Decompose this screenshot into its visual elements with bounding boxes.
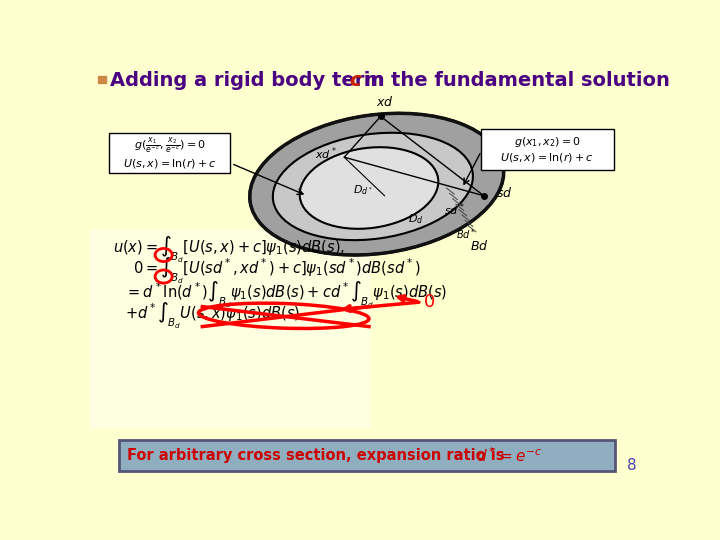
Text: 8: 8 xyxy=(626,458,636,473)
Ellipse shape xyxy=(300,147,438,229)
Text: $sd^*$: $sd^*$ xyxy=(444,201,465,218)
Text: $u(x) = \int_{B_d}[U(s,x)+c]\psi_1(s)dB(s),$: $u(x) = \int_{B_d}[U(s,x)+c]\psi_1(s)dB(… xyxy=(113,234,346,265)
Ellipse shape xyxy=(273,133,473,240)
Text: $sd$: $sd$ xyxy=(496,186,513,200)
Text: $+ d^*\int_{B_d} U(s,x)\psi_1(s)dB(s)$: $+ d^*\int_{B_d} U(s,x)\psi_1(s)dB(s)$ xyxy=(125,301,300,331)
Text: $U(s,x)=\ln(r)+c$: $U(s,x)=\ln(r)+c$ xyxy=(500,151,594,164)
Bar xyxy=(90,231,369,427)
Text: $Bd$: $Bd$ xyxy=(469,239,488,253)
Text: $g(\frac{x_1}{e^{-c}},\frac{x_2}{e^{-c}})=0$: $g(\frac{x_1}{e^{-c}},\frac{x_2}{e^{-c}}… xyxy=(134,136,206,156)
Text: $U(s,x)=\ln(r)+c$: $U(s,x)=\ln(r)+c$ xyxy=(123,157,217,170)
Text: $xd$: $xd$ xyxy=(376,94,393,109)
Text: $xd^*$: $xd^*$ xyxy=(315,145,336,161)
Text: For arbitrary cross section, expansion ratio is: For arbitrary cross section, expansion r… xyxy=(127,448,505,463)
Text: $0$: $0$ xyxy=(423,293,436,311)
Ellipse shape xyxy=(250,113,504,255)
Text: $D_d$: $D_d$ xyxy=(408,212,423,226)
Text: in the fundamental solution: in the fundamental solution xyxy=(357,71,670,90)
Text: $= d^*\ln(d^*)\int_{B_d}\psi_1(s)dB(s) + cd^*\int_{B_d}\psi_1(s)dB(s)$: $= d^*\ln(d^*)\int_{B_d}\psi_1(s)dB(s) +… xyxy=(125,279,447,309)
Text: Adding a rigid body term: Adding a rigid body term xyxy=(110,71,392,90)
FancyBboxPatch shape xyxy=(109,133,230,173)
FancyBboxPatch shape xyxy=(481,130,614,170)
Text: $D_{d^*}$: $D_{d^*}$ xyxy=(353,184,373,197)
Text: $g(x_1,x_2)=0$: $g(x_1,x_2)=0$ xyxy=(513,135,581,149)
FancyBboxPatch shape xyxy=(119,440,615,470)
Bar xyxy=(98,76,106,83)
Text: $0 = \int_{B_d}[U(sd^*,xd^*)+c]\psi_1(sd^*)dB(sd^*)$: $0 = \int_{B_d}[U(sd^*,xd^*)+c]\psi_1(sd… xyxy=(132,256,420,286)
Text: $Bd^*$: $Bd^*$ xyxy=(456,227,476,241)
Text: c: c xyxy=(349,71,360,90)
Text: $d^* = e^{-c}$: $d^* = e^{-c}$ xyxy=(476,446,542,464)
